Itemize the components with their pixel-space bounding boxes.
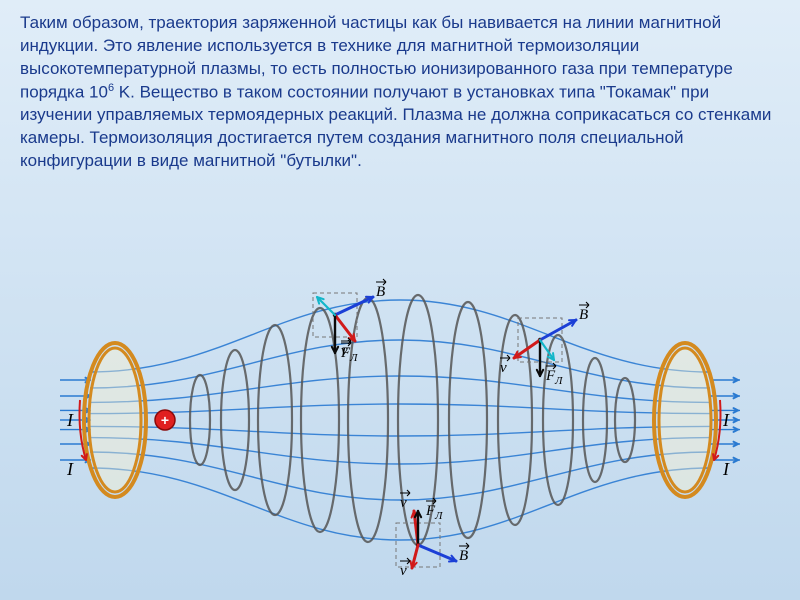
- svg-text:B: B: [459, 548, 468, 564]
- figure-magnetic-bottle: IIII+BvFЛBvFЛBvFЛv: [60, 260, 740, 580]
- svg-text:B: B: [376, 284, 385, 300]
- slide: Таким образом, траектория заряженной час…: [0, 0, 800, 600]
- text-part-1b: K. Вещество в таком состоянии получают в…: [20, 82, 771, 170]
- svg-text:I: I: [66, 459, 74, 479]
- charged-particle: +: [155, 410, 175, 430]
- svg-text:Л: Л: [349, 352, 358, 364]
- vector-callout: BvFЛ: [313, 279, 386, 364]
- svg-text:v: v: [400, 563, 407, 579]
- svg-text:B: B: [579, 307, 588, 323]
- svg-text:Л: Л: [554, 375, 563, 387]
- svg-text:I: I: [66, 410, 74, 430]
- svg-text:I: I: [722, 459, 730, 479]
- svg-text:Л: Л: [434, 510, 443, 522]
- body-text: Таким образом, траектория заряженной час…: [20, 12, 780, 173]
- svg-text:v: v: [400, 495, 407, 511]
- svg-text:+: +: [161, 412, 169, 428]
- svg-text:v: v: [500, 360, 507, 376]
- svg-text:I: I: [722, 410, 730, 430]
